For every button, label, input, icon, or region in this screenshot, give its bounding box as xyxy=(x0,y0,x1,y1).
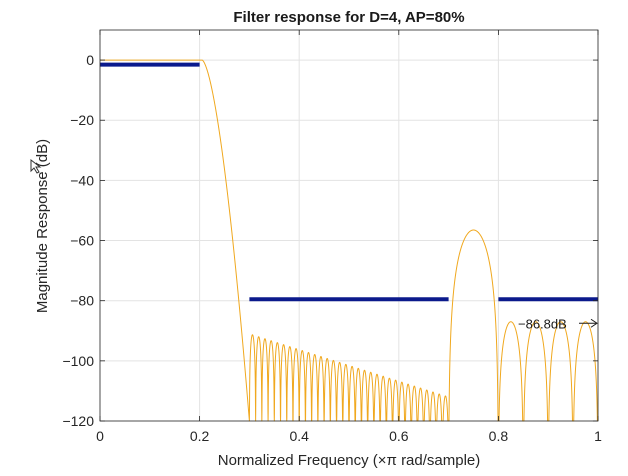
spec-mask-lines xyxy=(100,62,598,302)
x-tick-label: 0.4 xyxy=(289,428,309,444)
x-axis-label: Normalized Frequency (×π rad/sample) xyxy=(218,452,481,469)
y-axis-ticks: 0 −20 −40 −60 −80 −100 −120 xyxy=(62,52,598,429)
stopband-annotation: −86.8dB xyxy=(518,316,598,331)
chart-title: Filter response for D=4, AP=80% xyxy=(233,9,464,26)
x-axis-ticks: 0 0.2 0.4 0.6 0.8 1 xyxy=(96,30,602,444)
y-tick-label: 0 xyxy=(86,52,94,68)
y-tick-label: −20 xyxy=(70,112,94,128)
axes-box xyxy=(99,29,599,422)
x-tick-label: 0.2 xyxy=(190,428,210,444)
y-tick-label: −100 xyxy=(62,353,94,369)
x-tick-label: 1 xyxy=(594,428,602,444)
annotation-label: −86.8dB xyxy=(518,316,567,331)
y-axis-label: Magnitude Response (dB) xyxy=(34,139,51,313)
y-tick-label: −120 xyxy=(62,413,94,429)
axes-background xyxy=(100,30,598,421)
arrow-icon xyxy=(590,318,598,328)
x-tick-label: 0 xyxy=(96,428,104,444)
y-tick-label: −40 xyxy=(70,172,94,188)
x-tick-label: 0.6 xyxy=(389,428,409,444)
y-tick-label: −60 xyxy=(70,233,94,249)
plot-area: −86.8dB 0 0.2 0.4 0.6 0.8 1 0 −20 −40 −60 −80 −100… xyxy=(62,29,602,444)
mouse-cursor-icon xyxy=(30,158,42,174)
y-tick-label: −80 xyxy=(70,293,94,309)
x-tick-label: 0.8 xyxy=(489,428,509,444)
